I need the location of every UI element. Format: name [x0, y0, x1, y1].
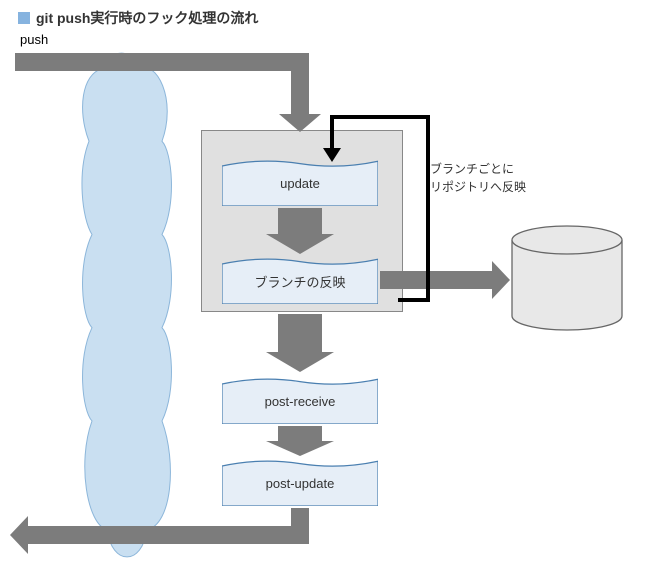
- repository-label: リポジトリ: [512, 274, 622, 293]
- push-label: push: [20, 32, 48, 47]
- loop-annotation-line2: リポジトリへ反映: [430, 178, 526, 196]
- loop-annotation-line1: ブランチごとに: [430, 160, 526, 178]
- title-square-icon: [18, 12, 30, 24]
- arrow-d3: [266, 426, 334, 456]
- cloud-shape-icon: [77, 48, 177, 566]
- arrow-d2: [266, 314, 334, 372]
- node-update: update: [222, 160, 378, 206]
- node-post-update: post-update: [222, 460, 378, 506]
- title-row: git push実行時のフック処理の流れ: [18, 8, 258, 28]
- diagram-root: git push実行時のフック処理の流れ push update ブランチの反映 p…: [0, 0, 654, 584]
- loop-annotation: ブランチごとに リポジトリへ反映: [430, 160, 526, 196]
- node-post-receive: post-receive: [222, 378, 378, 424]
- node-branch-apply: ブランチの反映: [222, 258, 378, 304]
- diagram-title: git push実行時のフック処理の流れ: [36, 8, 258, 28]
